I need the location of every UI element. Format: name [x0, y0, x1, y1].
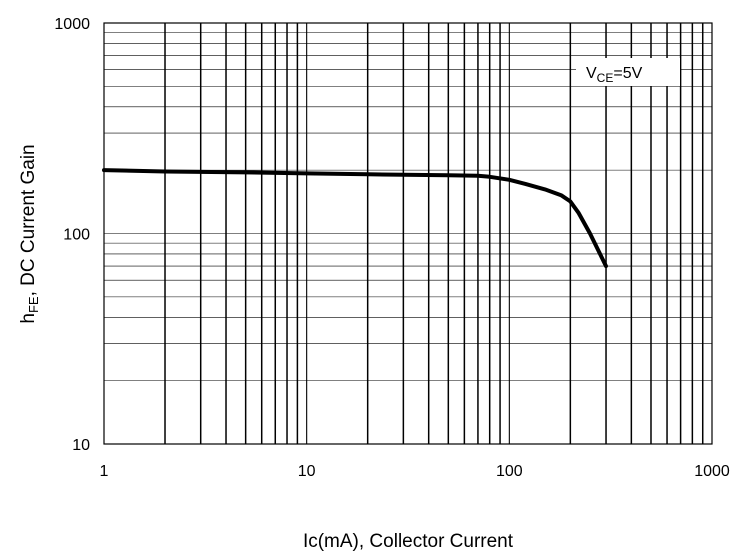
x-tick-label: 100 — [496, 463, 523, 480]
series-layer — [102, 168, 608, 269]
y-tick-label: 10 — [72, 437, 90, 454]
x-tick-label: 1 — [100, 463, 109, 480]
annotation-box — [576, 58, 680, 86]
y-axis-title: hFE, DC Current Gain — [18, 144, 41, 323]
x-tick-labels: 1 10 100 1000 — [100, 463, 730, 480]
plot-frame — [103, 22, 713, 445]
y-tick-labels: 10 100 1000 — [54, 16, 90, 454]
x-axis-title: Ic(mA), Collector Current — [303, 531, 514, 552]
annotation-label: VCE=5V — [586, 65, 643, 85]
vce-annotation: VCE=5V — [576, 58, 680, 86]
hfe-curve — [102, 168, 608, 269]
y-tick-label: 1000 — [54, 16, 90, 33]
x-tick-label: 10 — [298, 463, 316, 480]
grid-lines — [104, 23, 712, 444]
y-tick-label: 100 — [63, 227, 90, 244]
x-tick-label: 1000 — [694, 463, 730, 480]
